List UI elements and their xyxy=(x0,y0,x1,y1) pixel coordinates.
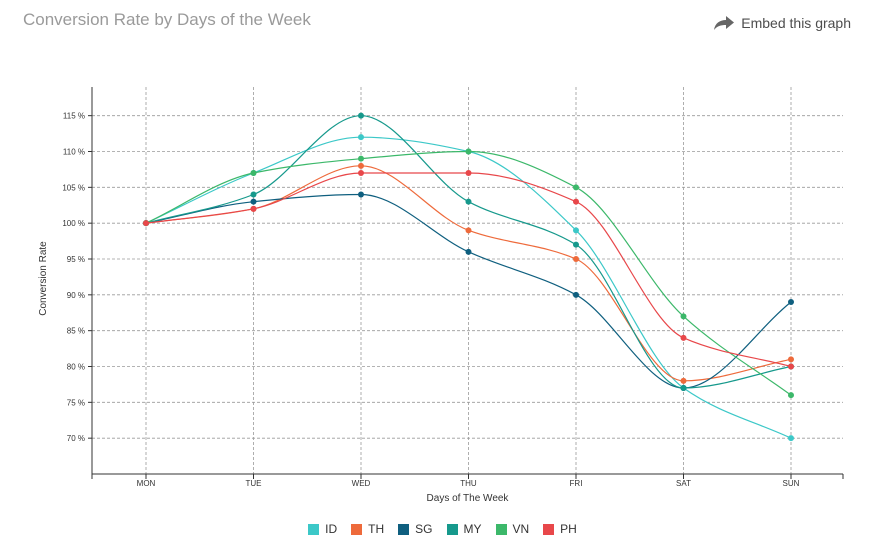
legend-label: ID xyxy=(325,522,338,536)
legend-swatch xyxy=(398,523,410,535)
legend-swatch xyxy=(446,523,458,535)
y-tick-label: 70 % xyxy=(67,434,85,443)
x-tick-label: FRI xyxy=(570,479,583,488)
data-point-ph xyxy=(143,220,149,227)
embed-graph-label: Embed this graph xyxy=(741,15,851,31)
legend-item-sg[interactable]: SG xyxy=(398,522,433,536)
legend-label: PH xyxy=(560,522,577,536)
data-point-sg xyxy=(250,198,257,205)
legend-label: VN xyxy=(512,522,530,536)
y-tick-label: 80 % xyxy=(67,363,85,372)
data-point-ph xyxy=(788,363,794,370)
data-point-my xyxy=(465,198,472,205)
x-tick-label: MON xyxy=(137,479,156,488)
data-point-ph xyxy=(250,205,257,212)
data-point-vn xyxy=(250,170,257,176)
data-point-id xyxy=(358,134,364,141)
data-point-ph xyxy=(465,170,472,176)
y-tick-label: 105 % xyxy=(62,183,85,192)
x-tick-label: WED xyxy=(352,479,371,488)
y-axis-title: Conversion Rate xyxy=(38,241,49,316)
data-point-vn xyxy=(788,392,794,399)
y-tick-label: 115 % xyxy=(63,112,85,121)
data-point-id xyxy=(573,227,579,234)
x-axis-title: Days of The Week xyxy=(427,493,510,504)
x-tick-label: THU xyxy=(460,479,477,488)
chart-legend: ID TH SG MY VN PH xyxy=(0,522,885,536)
y-tick-label: 85 % xyxy=(67,327,85,336)
data-point-my xyxy=(573,241,579,248)
data-point-my xyxy=(358,112,364,119)
legend-label: SG xyxy=(415,522,433,536)
data-point-vn xyxy=(573,184,579,191)
data-point-vn xyxy=(358,155,364,162)
embed-graph-button[interactable]: Embed this graph xyxy=(713,15,851,31)
data-point-sg xyxy=(358,191,364,198)
y-tick-label: 75 % xyxy=(67,398,85,407)
y-tick-label: 95 % xyxy=(67,255,85,264)
data-point-th xyxy=(573,256,579,262)
legend-item-my[interactable]: MY xyxy=(446,522,482,536)
chart-title: Conversion Rate by Days of the Week xyxy=(23,10,311,29)
legend-item-id[interactable]: ID xyxy=(308,522,337,536)
legend-item-ph[interactable]: PH xyxy=(543,522,577,536)
data-point-my xyxy=(680,385,687,391)
data-point-vn xyxy=(465,148,472,155)
x-tick-label: TUE xyxy=(246,479,262,488)
data-point-th xyxy=(680,377,687,384)
x-tick-label: SAT xyxy=(676,479,691,488)
data-point-th xyxy=(788,356,794,363)
legend-swatch xyxy=(308,523,320,535)
data-point-my xyxy=(250,191,257,198)
legend-swatch xyxy=(543,523,555,535)
data-point-sg xyxy=(788,299,794,305)
data-point-sg xyxy=(573,291,579,298)
legend-item-th[interactable]: TH xyxy=(351,522,384,536)
data-point-ph xyxy=(680,334,687,341)
y-tick-label: 100 % xyxy=(62,219,85,228)
legend-label: MY xyxy=(463,522,482,536)
data-point-id xyxy=(788,435,794,442)
data-point-vn xyxy=(680,313,687,320)
y-tick-label: 110 % xyxy=(63,148,85,157)
share-arrow-icon xyxy=(713,15,735,31)
data-point-ph xyxy=(573,198,579,205)
legend-label: TH xyxy=(368,522,385,536)
legend-swatch xyxy=(351,523,363,535)
data-point-th xyxy=(465,227,472,234)
legend-swatch xyxy=(495,523,507,535)
data-point-sg xyxy=(465,248,472,255)
y-tick-label: 90 % xyxy=(67,291,85,300)
data-point-th xyxy=(358,162,364,169)
x-tick-label: SUN xyxy=(783,479,800,488)
legend-item-vn[interactable]: VN xyxy=(495,522,530,536)
data-point-ph xyxy=(358,170,364,176)
